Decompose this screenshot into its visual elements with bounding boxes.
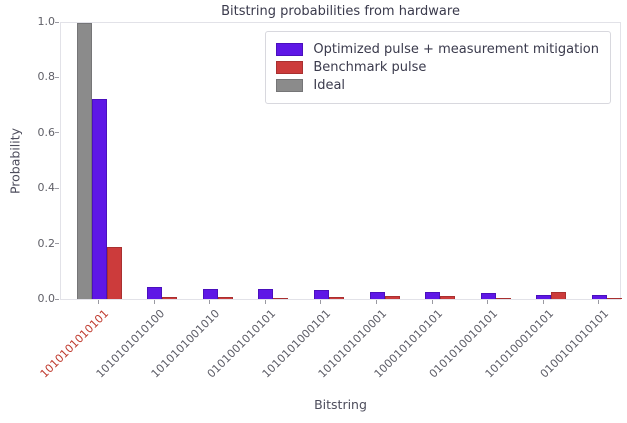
y-tick-label: 0.2 bbox=[37, 236, 56, 250]
legend: Optimized pulse + measurement mitigation… bbox=[265, 31, 611, 104]
x-tick-mark bbox=[320, 300, 322, 304]
bar-benchmark-pulse bbox=[273, 298, 289, 299]
bar-benchmark-pulse bbox=[106, 247, 122, 299]
y-tick-mark bbox=[55, 76, 59, 78]
bar-benchmark-pulse bbox=[495, 298, 511, 299]
bar-optimized-pulse-measurement-mitigation bbox=[480, 293, 496, 299]
legend-swatch-benchmark-pulse bbox=[276, 61, 304, 74]
bar-optimized-pulse-measurement-mitigation bbox=[536, 295, 552, 299]
bar-benchmark-pulse bbox=[551, 292, 567, 299]
y-axis-label: Probability bbox=[7, 127, 23, 195]
bar-benchmark-pulse bbox=[217, 297, 233, 299]
y-tick-label: 1.0 bbox=[37, 15, 56, 28]
x-tick-mark bbox=[598, 300, 600, 304]
legend-label: Benchmark pulse bbox=[313, 60, 427, 75]
bar-optimized-pulse-measurement-mitigation bbox=[91, 99, 107, 299]
x-tick-mark bbox=[209, 300, 211, 304]
x-tick-mark bbox=[153, 300, 155, 304]
bar-benchmark-pulse bbox=[162, 297, 178, 299]
y-tick-label: 0.6 bbox=[37, 125, 56, 139]
legend-item: Ideal bbox=[276, 78, 599, 93]
bar-optimized-pulse-measurement-mitigation bbox=[147, 287, 163, 299]
legend-item: Benchmark pulse bbox=[276, 60, 599, 75]
bar-optimized-pulse-measurement-mitigation bbox=[313, 290, 329, 299]
bar-optimized-pulse-measurement-mitigation bbox=[369, 292, 385, 299]
y-tick-label: 0.8 bbox=[37, 70, 56, 84]
bar-benchmark-pulse bbox=[440, 296, 456, 299]
plot-area: Optimized pulse + measurement mitigation… bbox=[60, 22, 622, 300]
bar-optimized-pulse-measurement-mitigation bbox=[202, 289, 218, 299]
x-tick-mark bbox=[431, 300, 433, 304]
bar-optimized-pulse-measurement-mitigation bbox=[425, 292, 441, 299]
bar-benchmark-pulse bbox=[606, 298, 622, 299]
chart-title: Bitstring probabilities from hardware bbox=[221, 4, 460, 19]
y-tick-label: 0.0 bbox=[37, 292, 56, 305]
bar-benchmark-pulse bbox=[328, 297, 344, 299]
bar-optimized-pulse-measurement-mitigation bbox=[591, 295, 607, 299]
x-tick-mark bbox=[264, 300, 266, 304]
x-axis-label: Bitstring bbox=[314, 397, 367, 412]
legend-swatch-optimized-pulse-measurement-mitigation bbox=[276, 43, 304, 56]
bar-benchmark-pulse bbox=[384, 296, 400, 299]
legend-swatch-ideal bbox=[276, 79, 304, 92]
y-tick-mark bbox=[55, 187, 59, 189]
legend-label: Optimized pulse + measurement mitigation bbox=[313, 42, 599, 57]
bar-ideal bbox=[76, 23, 92, 299]
y-tick-mark bbox=[55, 243, 59, 245]
y-tick-mark bbox=[55, 21, 59, 23]
x-tick-mark bbox=[487, 300, 489, 304]
legend-item: Optimized pulse + measurement mitigation bbox=[276, 42, 599, 57]
x-tick-mark bbox=[542, 300, 544, 304]
x-tick-mark bbox=[376, 300, 377, 304]
legend-label: Ideal bbox=[313, 78, 346, 93]
y-tick-label: 0.4 bbox=[37, 181, 56, 195]
y-tick-mark bbox=[55, 298, 59, 300]
y-tick-mark bbox=[55, 132, 59, 134]
x-tick-mark bbox=[98, 300, 99, 304]
bar-optimized-pulse-measurement-mitigation bbox=[258, 289, 274, 299]
